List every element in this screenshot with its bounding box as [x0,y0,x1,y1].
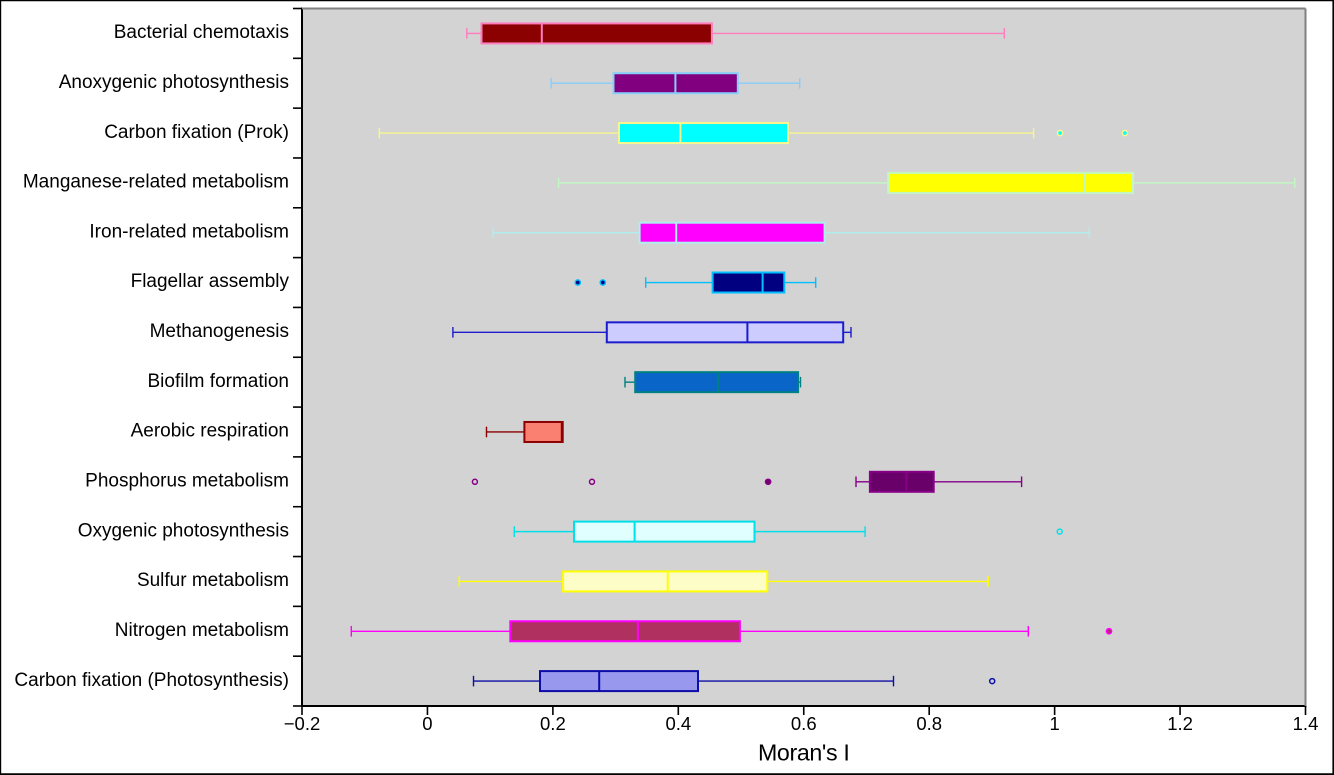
svg-text:Sulfur metabolism: Sulfur metabolism [137,570,289,591]
svg-text:Aerobic respiration: Aerobic respiration [131,421,289,442]
svg-text:Anoxygenic photosynthesis: Anoxygenic photosynthesis [59,72,289,93]
svg-text:Nitrogen metabolism: Nitrogen metabolism [115,620,289,641]
svg-text:Biofilm formation: Biofilm formation [148,371,290,392]
svg-text:0: 0 [422,713,432,734]
svg-text:0.4: 0.4 [665,713,691,734]
svg-text:Bacterial chemotaxis: Bacterial chemotaxis [114,22,289,43]
svg-text:0.8: 0.8 [916,713,942,734]
svg-text:Carbon fixation (Prok): Carbon fixation (Prok) [104,122,289,143]
svg-text:Flagellar assembly: Flagellar assembly [131,271,290,292]
svg-text:Iron-related metabolism: Iron-related metabolism [89,221,289,242]
svg-text:Methanogenesis: Methanogenesis [150,321,289,342]
svg-text:Manganese-related metabolism: Manganese-related metabolism [23,172,289,193]
svg-text:Moran's I: Moran's I [758,740,849,766]
svg-text:1.4: 1.4 [1293,713,1319,734]
svg-text:0.2: 0.2 [540,713,566,734]
svg-text:Phosphorus metabolism: Phosphorus metabolism [85,471,289,492]
svg-text:1: 1 [1049,713,1059,734]
svg-text:0.6: 0.6 [791,713,817,734]
svg-text:−0.2: −0.2 [284,713,321,734]
svg-text:Oxygenic photosynthesis: Oxygenic photosynthesis [78,520,289,541]
svg-text:Carbon fixation (Photosynthesi: Carbon fixation (Photosynthesis) [14,670,289,691]
svg-text:1.2: 1.2 [1167,713,1193,734]
